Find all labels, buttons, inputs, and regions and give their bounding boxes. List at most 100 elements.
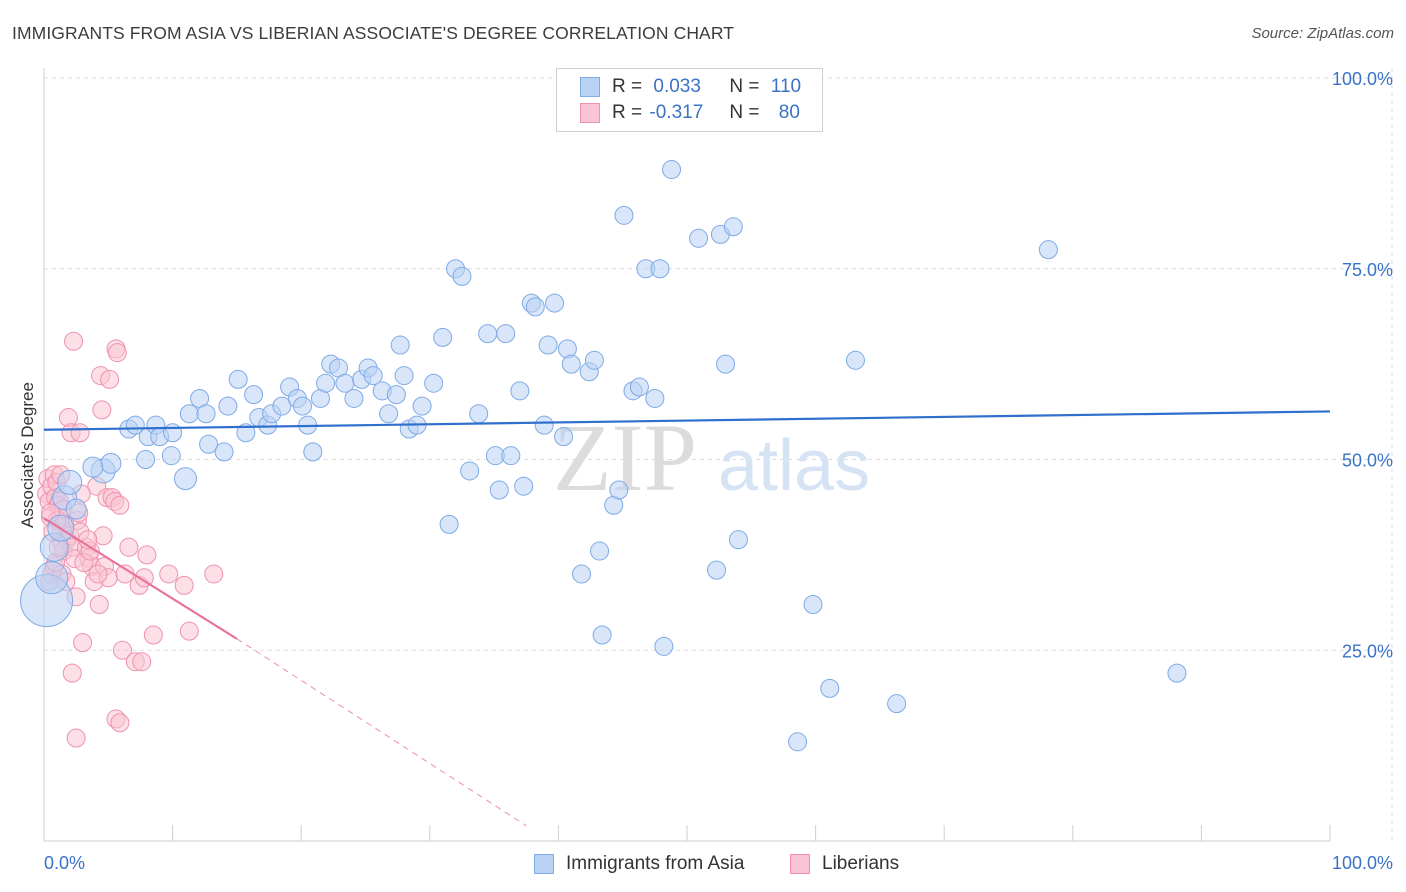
asia-point-101	[887, 694, 907, 714]
chart-source: Source: ZipAtlas.com	[1251, 25, 1394, 42]
asia-point-9	[82, 456, 104, 478]
asia-point-26	[236, 423, 256, 443]
asia-point-73	[554, 427, 574, 447]
legend-row-liberians: R = -0.317 N = 80	[557, 100, 800, 126]
asia-point-21	[196, 404, 216, 424]
liberians-trend-extension	[236, 638, 527, 827]
asia-point-42	[344, 388, 364, 408]
legend-swatch-asia	[580, 77, 600, 97]
trend-lines	[43, 410, 1331, 827]
asia-point-36	[303, 442, 323, 462]
asia-point-65	[501, 446, 521, 466]
asia-point-27	[244, 385, 264, 405]
asia-point-99	[820, 678, 840, 698]
asia-point-16	[163, 423, 183, 443]
asia-point-83	[614, 205, 634, 225]
asia-point-72	[545, 293, 565, 313]
legend-r-value-asia: 0.033	[653, 76, 701, 97]
liberians-point-47	[110, 495, 130, 515]
asia-point-70	[534, 415, 554, 435]
series-legend-asia: Immigrants from Asia	[534, 851, 744, 877]
asia-point-102	[1038, 240, 1058, 260]
asia-point-47	[379, 404, 399, 424]
tick-labels: 25.0% 50.0% 75.0% 100.0% 0.0% 100.0%	[44, 69, 1393, 873]
legend-row-asia: R = 0.033 N = 110	[557, 74, 801, 100]
asia-point-17	[161, 446, 181, 466]
asia-point-92	[707, 560, 727, 580]
asia-point-103	[1167, 663, 1187, 683]
asia-point-55	[433, 327, 453, 347]
series-name-asia: Immigrants from Asia	[566, 853, 745, 874]
watermark-atlas: atlas	[718, 426, 870, 506]
asia-point-34	[292, 396, 312, 416]
y-tick-label-3: 100.0%	[1332, 69, 1393, 89]
y-tick-label-0: 25.0%	[1342, 641, 1393, 661]
liberians-point-56	[143, 625, 163, 645]
chart-title: IMMIGRANTS FROM ASIA VS LIBERIAN ASSOCIA…	[12, 23, 735, 43]
asia-point-19	[179, 404, 199, 424]
liberians-point-26	[64, 331, 84, 351]
asia-point-80	[592, 625, 612, 645]
series-name-liberians: Liberians	[822, 853, 900, 874]
asia-point-79	[590, 541, 610, 561]
liberians-point-63	[66, 728, 86, 748]
asia-point-50	[394, 366, 414, 386]
legend-n-value-liberians: 80	[778, 102, 800, 123]
asia-point-78	[584, 350, 604, 370]
asia-point-25	[228, 369, 248, 389]
asia-point-96	[728, 530, 748, 550]
asia-point-95	[723, 217, 743, 237]
liberians-point-42	[100, 369, 120, 389]
asia-point-85	[629, 377, 649, 397]
asia-point-90	[662, 160, 682, 180]
legend-n-value-asia: 110	[770, 76, 802, 97]
asia-point-97	[788, 732, 808, 752]
liberians-point-37	[92, 400, 112, 420]
liberians-point-35	[89, 594, 109, 614]
asia-point-91	[689, 228, 709, 248]
asia-point-14	[136, 450, 156, 469]
legend-n-label: N =	[729, 102, 760, 123]
asia-point-22	[199, 434, 219, 454]
liberians-point-53	[132, 652, 152, 672]
asia-point-23	[214, 442, 234, 462]
asia-point-94	[716, 354, 736, 374]
liberians-point-48	[112, 640, 132, 660]
x-tick-label-min: 0.0%	[44, 853, 85, 873]
asia-point-66	[510, 381, 530, 401]
liberians-point-46	[107, 343, 127, 363]
asia-point-49	[390, 335, 410, 355]
series-swatch-liberians	[790, 854, 810, 874]
legend-n-label: N =	[729, 76, 760, 97]
asia-point-48	[386, 385, 406, 405]
asia-point-82	[609, 480, 629, 500]
series-legend-liberians: Liberians	[790, 851, 899, 877]
asia-point-45	[363, 366, 383, 386]
grid-lines	[44, 68, 1393, 841]
asia-point-58	[452, 266, 472, 286]
asia-point-75	[561, 354, 581, 374]
liberians-point-64	[62, 663, 82, 683]
legend-swatch-liberians	[580, 103, 600, 123]
legend-r-value-liberians: -0.317	[649, 102, 704, 123]
axes	[43, 68, 1331, 842]
asia-point-63	[489, 480, 509, 500]
asia-points	[20, 160, 1187, 752]
liberians-point-59	[179, 621, 199, 641]
asia-point-100	[845, 350, 865, 370]
liberians-trend-line	[43, 517, 238, 640]
asia-point-67	[514, 476, 534, 496]
liberians-point-58	[174, 575, 194, 595]
asia-point-61	[478, 324, 498, 344]
liberians-point-57	[159, 564, 179, 584]
liberians-point-50	[119, 537, 139, 557]
asia-point-1	[35, 561, 69, 595]
asia-point-56	[439, 514, 459, 534]
asia-point-59	[460, 461, 480, 481]
y-tick-label-2: 75.0%	[1342, 260, 1393, 280]
asia-point-24	[218, 396, 238, 416]
asia-point-11	[125, 415, 145, 435]
y-axis-label: Associate's Degree	[18, 382, 37, 528]
asia-point-64	[496, 324, 516, 344]
